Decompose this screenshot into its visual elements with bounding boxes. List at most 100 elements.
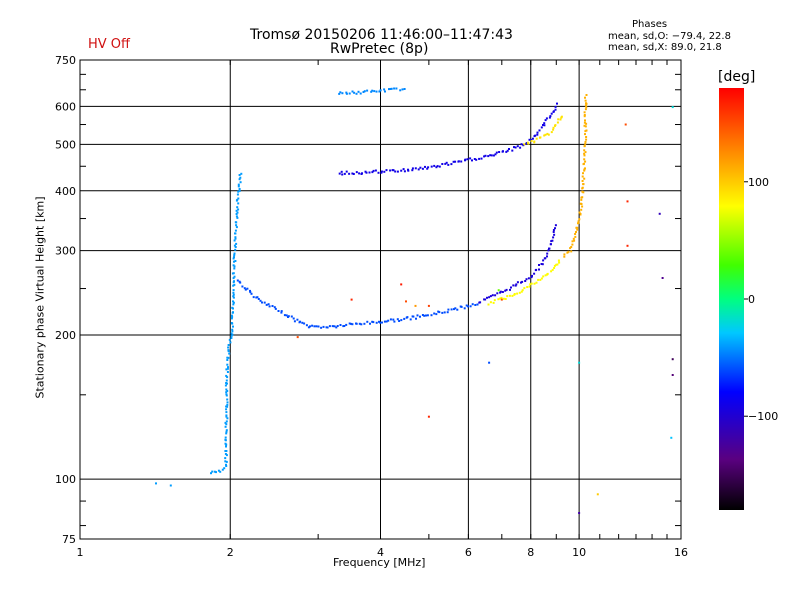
data-point (533, 282, 536, 285)
data-point (296, 336, 299, 339)
data-point (466, 158, 469, 161)
data-point (389, 88, 392, 90)
data-point (540, 277, 543, 280)
data-point (287, 315, 290, 318)
data-point (232, 277, 235, 280)
phases-title: Phases (632, 19, 668, 30)
data-point (552, 110, 555, 113)
data-point (234, 246, 237, 248)
data-point (554, 227, 556, 230)
data-point (403, 170, 406, 173)
data-point (498, 151, 501, 153)
data-point (490, 154, 493, 157)
data-point (596, 493, 599, 496)
x-axis-ticks: 1 2 4 6 8 10 16 (77, 60, 688, 559)
data-point (521, 289, 524, 292)
data-point (326, 326, 329, 329)
data-point (225, 460, 228, 463)
data-point (380, 170, 383, 173)
data-point (550, 131, 553, 134)
data-point (484, 298, 487, 301)
data-point (570, 246, 573, 248)
data-point (232, 296, 235, 299)
data-point (224, 421, 227, 424)
data-point (393, 320, 396, 323)
data-point (230, 337, 233, 339)
data-point (583, 158, 586, 161)
data-point (244, 288, 247, 291)
data-point (233, 283, 236, 286)
data-point (571, 243, 574, 246)
data-point (256, 296, 259, 299)
data-point (447, 308, 450, 311)
data-point (585, 102, 587, 105)
data-point (233, 252, 236, 255)
data-point (238, 188, 241, 190)
data-point (576, 226, 579, 229)
data-point (419, 315, 421, 318)
data-point (225, 429, 228, 432)
data-point (508, 148, 510, 150)
data-point (225, 414, 228, 417)
data-point (550, 240, 553, 243)
data-point (419, 166, 422, 169)
data-point (581, 196, 584, 199)
phases-x-stats: mean, sd,X: 89.0, 21.8 (608, 42, 722, 53)
data-point (232, 311, 234, 314)
data-point (233, 239, 236, 242)
data-point (239, 281, 242, 284)
data-point (474, 304, 477, 306)
data-point (563, 253, 566, 256)
data-point (359, 92, 362, 95)
data-point (355, 322, 358, 325)
data-point (233, 280, 235, 283)
data-point (313, 325, 316, 328)
data-point (322, 325, 325, 328)
data-point (467, 305, 469, 308)
data-point (489, 301, 492, 304)
data-point (409, 318, 412, 321)
data-point (237, 183, 240, 186)
data-point (414, 304, 417, 307)
data-point (543, 122, 546, 125)
x-axis-label: Frequency [MHz] (333, 556, 426, 569)
data-point (387, 319, 390, 322)
data-point (469, 305, 472, 308)
data-point (584, 160, 587, 163)
data-point (265, 303, 268, 306)
data-point (578, 218, 581, 221)
data-point (385, 169, 388, 172)
data-point (233, 254, 236, 257)
data-point (531, 137, 534, 140)
data-point (523, 143, 526, 146)
data-point (225, 430, 228, 433)
data-point (427, 304, 430, 307)
data-point (232, 301, 235, 304)
data-point (579, 213, 582, 215)
data-point (583, 169, 586, 172)
data-point (555, 263, 558, 266)
data-point (400, 319, 403, 322)
data-point (403, 317, 406, 320)
data-point (581, 175, 584, 178)
data-point (274, 307, 277, 310)
data-point (584, 108, 587, 111)
data-point (398, 320, 401, 322)
data-point (416, 314, 419, 317)
data-point (573, 239, 576, 242)
data-point (557, 259, 560, 262)
data-point (257, 298, 260, 300)
data-point (236, 206, 239, 209)
data-point (546, 132, 549, 135)
data-point (361, 172, 363, 175)
data-point (531, 274, 533, 277)
data-point (560, 115, 563, 118)
data-point (239, 176, 242, 179)
data-point (227, 349, 230, 352)
data-point (249, 291, 252, 294)
data-point (536, 131, 539, 134)
data-point (529, 283, 532, 286)
data-point (336, 325, 339, 327)
data-point (230, 314, 233, 317)
data-point (585, 129, 588, 132)
